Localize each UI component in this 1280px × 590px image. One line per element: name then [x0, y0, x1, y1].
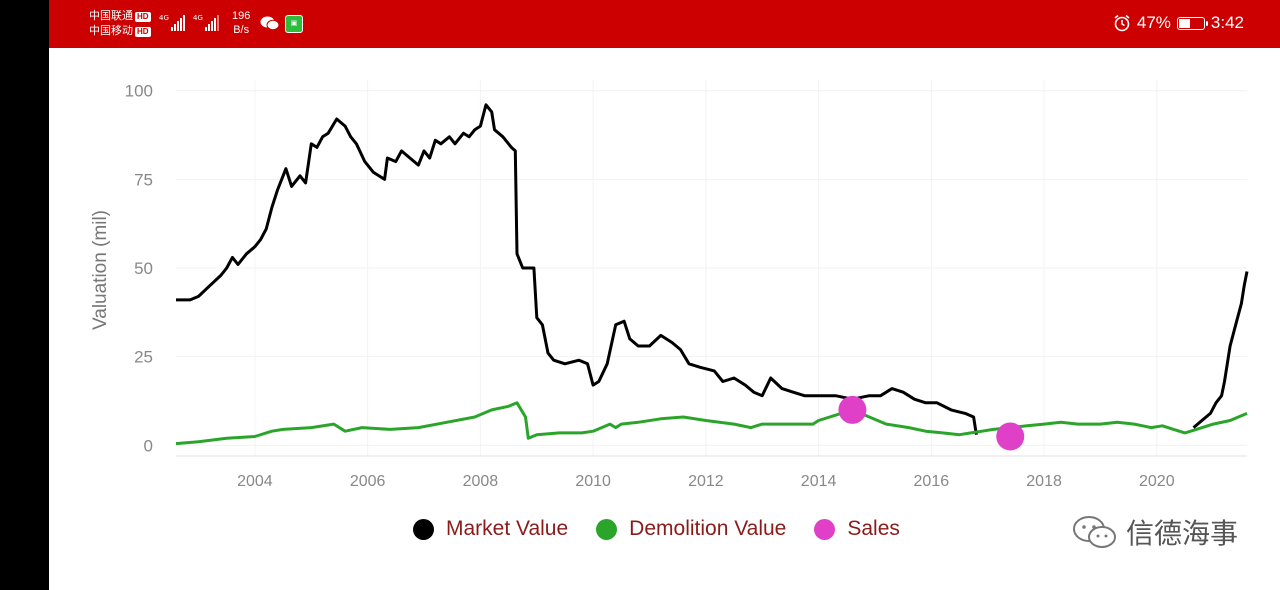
wechat-icon: [260, 16, 280, 31]
y-axis-label: Valuation (mil): [90, 210, 111, 330]
legend-item-sales[interactable]: Sales: [814, 517, 900, 541]
network-type-2: 4G: [193, 14, 203, 22]
carrier-info: 中国联通 HD 中国移动 HD: [89, 9, 151, 39]
battery-percent: 47%: [1136, 13, 1171, 32]
x-tick-label: 2014: [801, 473, 837, 490]
legend-item-market-value[interactable]: Market Value: [413, 517, 568, 541]
x-tick-label: 2020: [1139, 473, 1175, 490]
alarm-icon: [1114, 14, 1130, 32]
y-tick-label: 25: [134, 348, 153, 367]
x-tick-label: 2012: [688, 473, 724, 490]
hd-badge: HD: [135, 11, 151, 22]
x-tick-label: 2008: [463, 473, 499, 490]
left-edge-bar: [0, 0, 49, 590]
net-speed-unit: B/s: [233, 24, 250, 36]
wechat-icon: [1072, 516, 1116, 548]
legend-dot-demolition-value: [596, 518, 618, 540]
chart-points: [838, 395, 1025, 451]
legend-label-demolition-value: Demolition Value: [629, 517, 787, 540]
legend-label-market-value: Market Value: [446, 517, 569, 540]
status-bar: 中国联通 HD 中国移动 HD 4G 4G 196 B/s ▣: [49, 0, 1280, 48]
demolition-value-line: [175, 401, 1248, 446]
sales-point[interactable]: [996, 422, 1025, 451]
sales-point[interactable]: [838, 395, 867, 424]
legend-dot-sales: [814, 518, 836, 540]
carrier-2-label: 中国移动: [89, 25, 133, 37]
y-tick-label: 100: [125, 82, 153, 101]
network-type-1: 4G: [159, 14, 169, 22]
signal-icon: 4G: [159, 14, 185, 31]
legend-item-demolition-value[interactable]: Demolition Value: [596, 517, 786, 541]
market-value-line: [176, 103, 978, 435]
status-time: 3:42: [1210, 13, 1244, 32]
net-speed-value: 196: [232, 10, 251, 22]
x-tick-label: 2006: [350, 473, 386, 490]
status-right: 47% 3:42: [1113, 13, 1244, 33]
carrier-1-label: 中国联通: [89, 10, 133, 22]
market-value-2020-2021-line: [1192, 271, 1249, 429]
x-tick-label: 2010: [575, 473, 611, 490]
battery-level-fill: [1178, 18, 1190, 28]
chart-legend: Market Value Demolition Value Sales: [413, 517, 928, 541]
x-tick-label: 2016: [914, 473, 950, 490]
watermark: 信德海事: [1072, 512, 1238, 552]
battery-icon: [1176, 16, 1208, 30]
net-speed: 196 B/s: [232, 9, 250, 37]
legend-dot-market-value: [413, 518, 434, 540]
hd-badge: HD: [135, 26, 151, 37]
app-icon: ▣: [285, 15, 303, 33]
chart-series: [175, 103, 1249, 446]
watermark-text: 信德海事: [1125, 518, 1238, 549]
chart-grid: [176, 80, 1247, 457]
y-tick-label: 50: [134, 259, 153, 278]
legend-label-sales: Sales: [847, 517, 900, 540]
y-tick-label: 75: [134, 170, 153, 189]
y-tick-label: 0: [144, 436, 153, 455]
signal-icon: 4G: [193, 14, 219, 31]
chart-ticks: 2004 2006 2008 2010 2012 2014 2016 2018 2020 0 25 5…: [125, 82, 1175, 490]
x-tick-label: 2004: [237, 473, 273, 490]
x-tick-label: 2018: [1026, 473, 1062, 490]
